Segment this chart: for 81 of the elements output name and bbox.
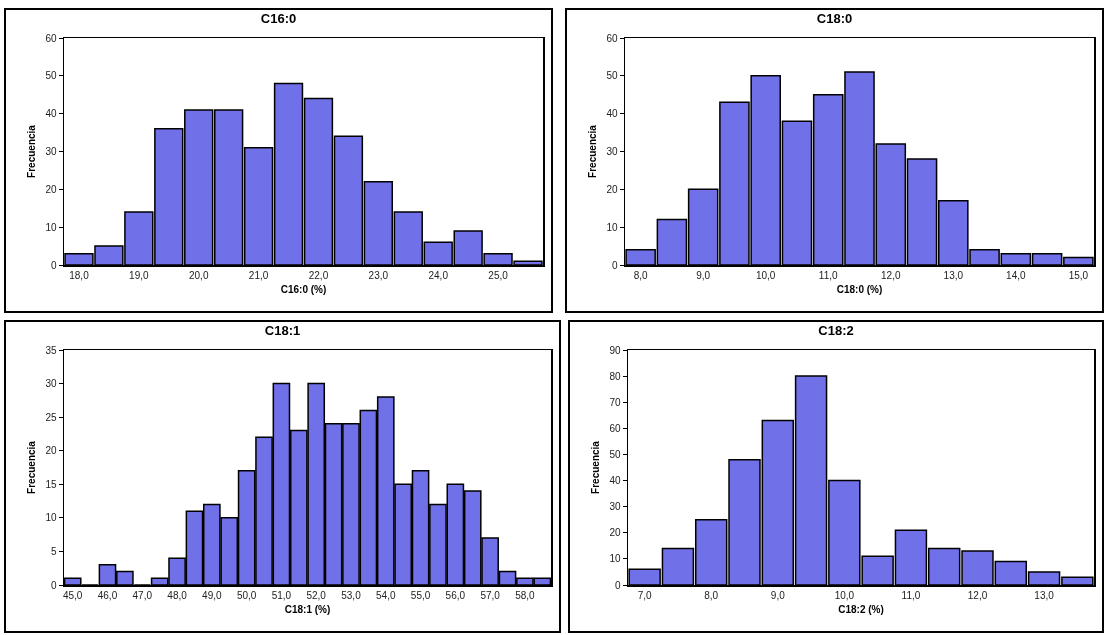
y-tick-label: 0 — [50, 259, 57, 271]
x-tick-label: 25,0 — [488, 269, 509, 281]
y-tick-label: 60 — [606, 32, 618, 44]
x-tick-label: 10,0 — [755, 269, 776, 281]
x-tick-label: 13,0 — [1034, 589, 1055, 601]
y-tick-label: 0 — [50, 579, 57, 591]
x-tick-label: 52,0 — [306, 589, 327, 601]
x-axis-title: C18:0 (%) — [836, 283, 883, 295]
y-tick-label: 50 — [45, 70, 57, 82]
x-tick-label: 51,0 — [271, 589, 292, 601]
y-axis-title: Frecuencia — [25, 440, 37, 494]
y-tick-label: 30 — [45, 146, 57, 157]
y-tick-label: 20 — [45, 445, 57, 457]
y-tick-label: 60 — [609, 422, 621, 434]
x-tick-label: 8,0 — [633, 269, 649, 281]
x-tick-label: 20,0 — [188, 269, 209, 281]
y-tick-label: 50 — [606, 70, 618, 82]
x-tick-label: 48,0 — [167, 589, 188, 601]
y-tick-label: 30 — [45, 378, 57, 390]
x-tick-label: 12,0 — [881, 269, 901, 281]
x-tick-label: 21,0 — [248, 269, 269, 281]
y-tick-label: 90 — [609, 344, 621, 356]
y-tick-label: 10 — [45, 221, 57, 233]
y-tick-label: 0 — [611, 259, 618, 271]
x-tick-label: 8,0 — [704, 589, 719, 601]
chart-title: C18:1 — [264, 323, 301, 339]
chart-title: C18:2 — [818, 323, 854, 339]
x-tick-label: 22,0 — [308, 269, 329, 281]
x-tick-label: 46,0 — [97, 589, 118, 601]
x-tick-label: 11,0 — [901, 589, 921, 601]
x-tick-label: 10,0 — [834, 589, 855, 601]
x-axis-title: C16:0 (%) — [280, 283, 327, 295]
x-tick-label: 12,0 — [967, 589, 988, 601]
x-tick-label: 18,0 — [69, 269, 90, 281]
x-tick-label: 9,0 — [696, 269, 711, 281]
y-tick-label: 5 — [50, 545, 57, 557]
x-tick-label: 13,0 — [943, 269, 964, 281]
x-tick-label: 50,0 — [236, 589, 257, 601]
x-tick-label: 53,0 — [341, 589, 362, 601]
y-tick-label: 10 — [45, 512, 57, 524]
x-tick-label: 58,0 — [515, 589, 536, 601]
y-tick-label: 0 — [614, 579, 621, 591]
x-tick-label: 57,0 — [480, 589, 501, 601]
y-axis-title: Frecuencia — [586, 124, 598, 178]
y-tick-label: 20 — [606, 183, 618, 195]
x-tick-label: 55,0 — [410, 589, 431, 601]
x-axis-title: C18:2 (%) — [838, 603, 884, 615]
y-tick-label: 60 — [45, 32, 57, 44]
x-tick-label: 47,0 — [132, 589, 153, 601]
y-tick-label: 25 — [45, 411, 57, 423]
y-tick-label: 50 — [609, 448, 621, 460]
y-tick-label: 15 — [45, 478, 57, 490]
y-axis-title: Frecuencia — [25, 124, 37, 178]
x-tick-label: 19,0 — [129, 269, 150, 281]
y-tick-label: 70 — [609, 396, 621, 408]
y-tick-label: 40 — [45, 108, 57, 120]
x-tick-label: 11,0 — [818, 269, 839, 281]
y-tick-label: 30 — [606, 146, 618, 157]
y-tick-label: 30 — [609, 501, 621, 513]
x-tick-label: 45,0 — [62, 589, 83, 601]
x-tick-label: 23,0 — [368, 269, 389, 281]
y-tick-label: 10 — [609, 553, 621, 565]
y-tick-label: 35 — [45, 344, 57, 356]
y-tick-label: 40 — [606, 108, 618, 120]
x-tick-label: 14,0 — [1006, 269, 1026, 281]
x-tick-label: 9,0 — [770, 589, 786, 601]
y-tick-label: 80 — [609, 370, 621, 382]
chart-title: C16:0 — [260, 11, 297, 27]
y-tick-label: 10 — [606, 221, 618, 233]
chart-title: C18:0 — [816, 11, 853, 27]
y-tick-label: 40 — [609, 475, 621, 487]
y-axis-title: Frecuencia — [589, 440, 601, 494]
x-tick-label: 7,0 — [637, 589, 653, 601]
y-tick-label: 20 — [609, 527, 621, 539]
x-tick-label: 15,0 — [1068, 269, 1089, 281]
x-tick-label: 49,0 — [202, 589, 223, 601]
x-tick-label: 24,0 — [428, 269, 449, 281]
y-tick-label: 20 — [45, 183, 57, 195]
x-tick-label: 54,0 — [376, 589, 396, 601]
x-tick-label: 56,0 — [445, 589, 466, 601]
x-axis-title: C18:1 (%) — [284, 603, 331, 615]
